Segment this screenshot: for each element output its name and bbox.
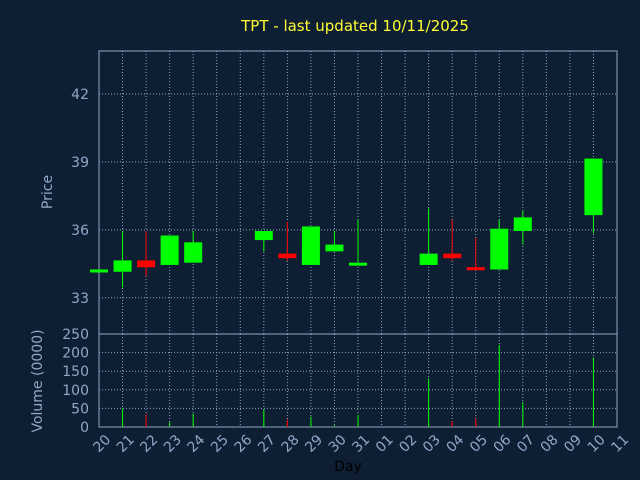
candle-body — [137, 260, 156, 268]
candle-body — [419, 253, 438, 265]
price-tick-label: 42 — [71, 87, 89, 103]
price-tick-label: 39 — [71, 155, 89, 171]
candle-body — [278, 253, 297, 259]
volume-axis-label: Volume (0000) — [30, 329, 46, 432]
price-tick-label: 33 — [71, 291, 89, 307]
candle-body — [301, 226, 320, 265]
candle-body — [513, 217, 532, 231]
price-tick-label: 36 — [71, 223, 89, 239]
volume-tick-label: 50 — [71, 401, 89, 417]
candle-body — [443, 253, 462, 259]
volume-tick-label: 150 — [62, 364, 89, 380]
candle-body — [184, 242, 203, 263]
volume-panel: 0 50 100 150 200 250 — [62, 327, 618, 436]
chart-title: TPT - last updated 10/11/2025 — [240, 17, 469, 35]
candle-body — [254, 230, 273, 241]
candle-body — [325, 244, 344, 252]
volume-tick-label: 100 — [62, 383, 89, 399]
volume-tick-label: 0 — [80, 420, 89, 436]
candle-body — [349, 262, 367, 266]
volume-tick-label: 200 — [62, 346, 89, 362]
price-panel: 33 36 39 42 — [71, 50, 618, 335]
candle-body — [584, 158, 603, 216]
candle-body — [466, 267, 485, 271]
candle-body — [113, 260, 132, 272]
volume-tick-label: 250 — [62, 327, 89, 343]
candle-body — [490, 228, 509, 270]
x-axis-label: Day — [334, 459, 362, 475]
candle-body — [90, 269, 108, 273]
candle-body — [160, 235, 179, 265]
x-axis: 20 21 22 23 24 25 26 27 28 29 30 31 01 02 03 04 05 06 07 08… — [90, 432, 632, 456]
price-axis-label: Price — [40, 175, 56, 209]
